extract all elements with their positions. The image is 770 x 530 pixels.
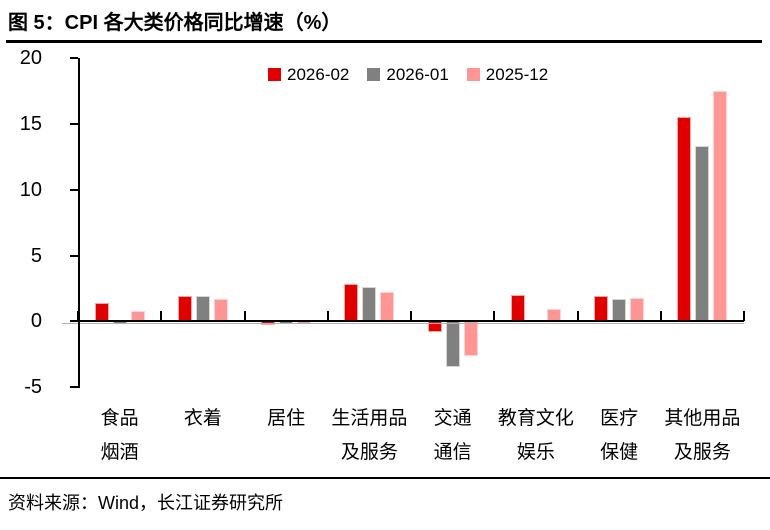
figure-title: 图 5：CPI 各大类价格同比增速（%） [8, 12, 342, 34]
x-axis-tick [576, 311, 579, 321]
y-axis-line [78, 58, 80, 388]
legend-label: 2025-12 [485, 65, 549, 84]
x-axis-tick [410, 311, 412, 321]
y-axis-tick-label: 20 [19, 47, 42, 70]
y-axis-tick [70, 122, 78, 125]
bar [362, 287, 377, 322]
x-axis-category-label: 食品 烟酒 [100, 408, 139, 463]
bar [713, 91, 728, 322]
bar [510, 294, 525, 322]
x-axis-tick [77, 311, 79, 321]
legend-item: 2025-12 [466, 65, 549, 84]
bar [677, 117, 692, 322]
x-axis-line [78, 320, 744, 322]
y-axis-tick [70, 57, 78, 60]
legend-label: 2026-01 [386, 65, 449, 84]
x-axis-category-label: 其他用品 及服务 [664, 408, 741, 463]
legend-label: 2026-02 [287, 65, 350, 84]
y-axis-tick [70, 320, 78, 323]
bar [594, 296, 609, 322]
x-axis-tick [493, 311, 496, 321]
bar [380, 292, 395, 322]
y-axis-tick-label: 0 [30, 310, 42, 333]
source-note: 资料来源：Wind，长江证券研究所 [8, 493, 284, 513]
x-axis-category-label: 教育文化 娱乐 [497, 408, 574, 463]
y-axis-tick [70, 188, 78, 191]
bar [94, 302, 109, 322]
legend: 2026-02 2026-01 2025-12 [268, 66, 548, 83]
x-axis-tick [326, 311, 329, 321]
y-axis-tick [70, 386, 78, 389]
bar [344, 284, 359, 322]
x-axis-category-label: 交通 通信 [433, 408, 472, 463]
bar [612, 298, 627, 322]
x-axis-tick [243, 311, 246, 321]
x-axis-category-label: 生活用品 及服务 [331, 408, 408, 463]
legend-swatch-icon [268, 68, 281, 81]
y-axis-tick-label: -5 [24, 376, 42, 399]
y-axis-tick-label: 5 [30, 244, 42, 267]
x-axis-tick [743, 311, 745, 321]
x-axis-tick [160, 311, 163, 321]
legend-item: 2026-02 [268, 66, 349, 83]
bar [630, 297, 645, 322]
y-axis-tick-label: 15 [19, 112, 42, 135]
x-axis-tick [659, 311, 662, 321]
x-axis-shadow-line [62, 322, 744, 324]
bar [213, 298, 228, 322]
x-axis-category-label: 医疗 保健 [600, 408, 639, 463]
bar [463, 321, 478, 356]
legend-swatch-icon [466, 68, 480, 81]
bar [177, 296, 192, 322]
footer-rule [0, 477, 770, 479]
x-axis-category-label: 居住 [267, 408, 306, 429]
title-rule [6, 40, 762, 43]
legend-swatch-icon [367, 68, 381, 81]
bar [445, 321, 460, 368]
y-axis-tick-label: 10 [19, 178, 42, 201]
y-axis-tick [70, 254, 78, 257]
legend-item: 2026-01 [367, 65, 449, 84]
bar [695, 146, 710, 322]
bar [195, 296, 210, 322]
x-axis-category-label: 衣着 [183, 408, 222, 429]
